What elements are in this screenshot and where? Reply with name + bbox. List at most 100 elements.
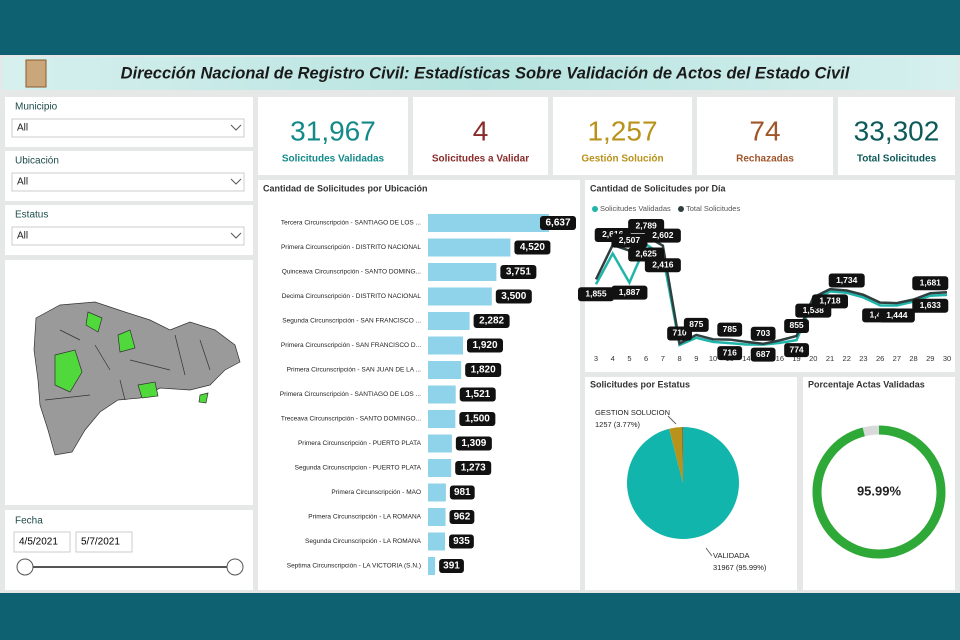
date-start: 4/5/2021 [19, 537, 58, 548]
bar [428, 557, 436, 575]
category-label: Primera Circunscripción - MAO [331, 489, 421, 496]
kpi-label: Solicitudes a Validar [432, 154, 529, 165]
dropdown[interactable] [11, 118, 245, 138]
data-label: 6,637 [545, 218, 570, 229]
filter-label: Municipio [15, 102, 58, 113]
data-label-box [683, 317, 709, 332]
data-label-box [828, 273, 865, 288]
donut-label: 95.99% [857, 483, 902, 498]
dropdown-value: All [17, 123, 28, 134]
donut-arc [812, 425, 946, 559]
pie-value-label: 31967 (95.99%) [713, 563, 767, 572]
data-label: 962 [454, 512, 471, 523]
category-label: Treceava Circunscripción - SANTO DOMINGO… [281, 416, 421, 423]
legend-label: Total Solicitudes [686, 204, 740, 213]
data-label: 1,521 [465, 389, 490, 400]
category-label: Primera Circunscripción - PUERTO PLATA [298, 440, 422, 447]
x-tick-label: 28 [909, 354, 917, 363]
category-label: Septima Circunscripción - LA VICTORIA (S… [287, 563, 421, 570]
chart-title: Solicitudes por Estatus [590, 379, 690, 389]
bar [428, 410, 456, 428]
category-label: Primera Circunscripción - DISTRITO NACIO… [281, 244, 421, 251]
slider-handle[interactable] [226, 558, 244, 576]
x-tick-label: 19 [792, 354, 800, 363]
data-label-box [500, 265, 537, 279]
bar [428, 336, 464, 355]
map-country [33, 301, 241, 456]
slider-handle[interactable] [16, 558, 34, 576]
data-label: 1,920 [472, 340, 497, 351]
map-region [198, 392, 209, 404]
date-input[interactable] [13, 531, 71, 553]
date-input[interactable] [75, 531, 133, 553]
map-region [137, 381, 159, 399]
legend-marker [678, 206, 684, 212]
map-borders [44, 329, 211, 401]
bar [428, 263, 497, 281]
data-label-box [449, 534, 474, 549]
data-label: 2,507 [619, 235, 641, 245]
x-tick-label: 9 [694, 354, 698, 363]
x-tick-label: 29 [926, 354, 934, 363]
chart-title: Porcentaje Actas Validadas [808, 379, 925, 389]
data-label: 1,633 [920, 300, 942, 310]
category-label: Primera Circunscripción - SANTIAGO DE LO… [280, 391, 421, 398]
data-label: 774 [789, 344, 803, 354]
data-label-box [455, 461, 492, 475]
data-label: 1,820 [471, 365, 496, 376]
data-label: 3,500 [501, 291, 526, 302]
bar [428, 434, 452, 453]
data-label: 1,887 [619, 287, 641, 297]
data-label: 703 [756, 328, 770, 338]
data-label-box [912, 276, 949, 291]
chart-title: Cantidad de Solicitudes por Día [590, 183, 727, 193]
data-label-box [611, 233, 648, 248]
map [33, 301, 241, 456]
data-label-box [644, 258, 681, 273]
data-label-box [784, 318, 809, 333]
pie-slice [669, 427, 683, 483]
x-tick-label: 8 [677, 354, 681, 363]
kpi-card [697, 97, 833, 175]
data-label: 935 [453, 536, 470, 547]
data-label: 1,273 [461, 463, 486, 474]
category-label: Segunda Circunscripción - SAN FRANCISCO … [282, 318, 421, 325]
dropdown-chevron [230, 124, 242, 131]
category-label: Segunda Circunscripcion - PUERTO PLATA [295, 465, 422, 472]
data-label: 875 [689, 319, 703, 329]
data-label-box [578, 287, 614, 302]
bar [428, 459, 452, 477]
data-label-box [459, 412, 496, 426]
kpi-value: 4 [473, 115, 489, 146]
data-label: 785 [723, 324, 737, 334]
map-region [85, 311, 103, 333]
leader-line [667, 415, 677, 425]
page-title: Dirección Nacional de Registro Civil: Es… [121, 64, 850, 82]
kpi-card [553, 97, 692, 175]
kpi-value: 33,302 [854, 115, 940, 146]
data-label-box [784, 343, 809, 358]
category-label: Primera Circunscripción - SAN JUAN DE LA… [287, 367, 422, 374]
data-label-box [449, 485, 475, 500]
map-region [54, 349, 83, 393]
data-label-box [467, 338, 504, 353]
x-tick-label: 3 [594, 354, 598, 363]
filter-label: Estatus [15, 210, 48, 221]
data-label: 391 [443, 561, 460, 572]
kpi-card [258, 97, 408, 175]
data-label: 981 [454, 487, 471, 498]
x-tick-label: 14 [742, 354, 750, 363]
data-label: 2,789 [636, 220, 658, 230]
data-label: 3,751 [506, 267, 531, 278]
dropdown[interactable] [11, 172, 245, 192]
data-label: 1,855 [585, 289, 607, 299]
data-label-box [812, 294, 848, 309]
title-bar [2, 57, 958, 90]
category-label: Primera Circunscripción - SAN FRANCISCO … [281, 342, 421, 349]
data-label-box [495, 289, 532, 304]
data-label-box [750, 347, 776, 362]
x-tick-label: 10 [709, 354, 717, 363]
dropdown[interactable] [11, 226, 245, 246]
chart-title: Cantidad de Solicitudes por Ubicación [263, 183, 428, 193]
bar [428, 312, 470, 330]
